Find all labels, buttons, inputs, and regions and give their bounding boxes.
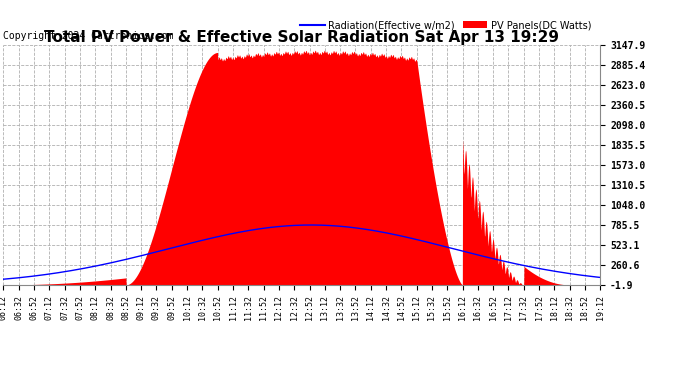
Legend: Radiation(Effective w/m2), PV Panels(DC Watts): Radiation(Effective w/m2), PV Panels(DC …	[297, 16, 595, 34]
Title: Total PV Power & Effective Solar Radiation Sat Apr 13 19:29: Total PV Power & Effective Solar Radiati…	[44, 30, 560, 45]
Text: Copyright 2024 Cartronics.com: Copyright 2024 Cartronics.com	[3, 31, 174, 40]
